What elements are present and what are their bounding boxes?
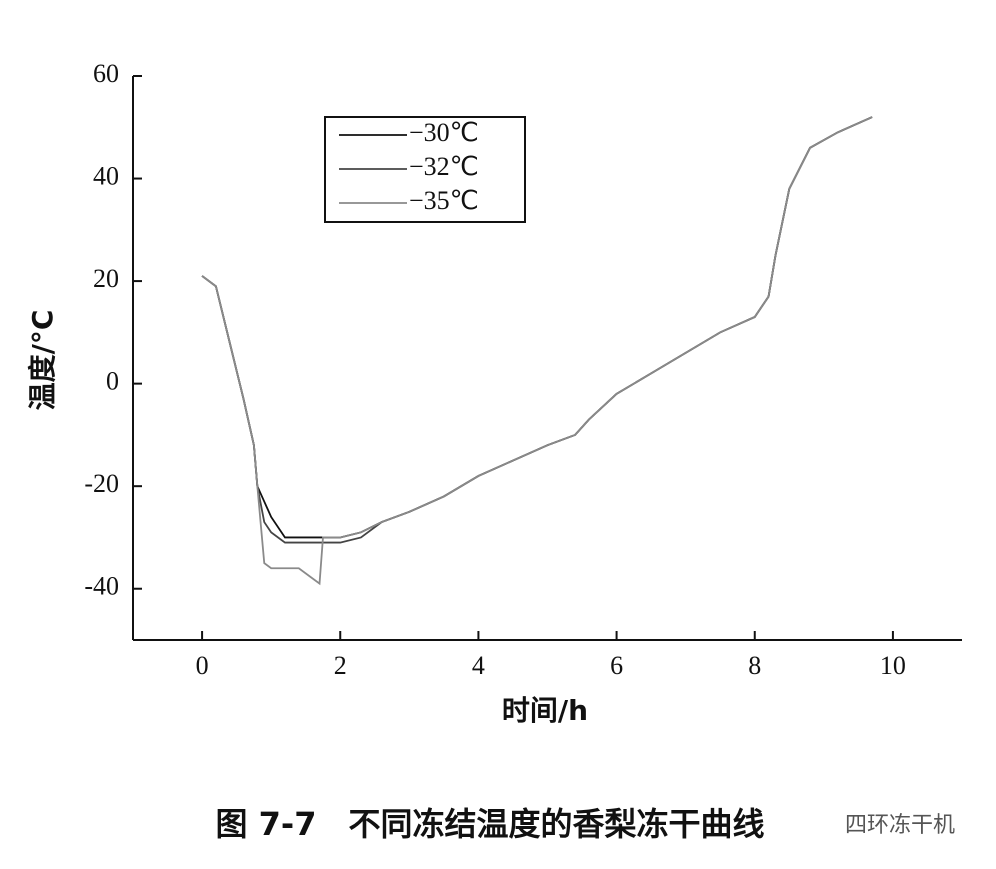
y-tick-label: 60 bbox=[93, 59, 119, 88]
x-tick-label: 4 bbox=[472, 651, 485, 680]
y-tick-label: 20 bbox=[93, 264, 119, 293]
y-tick-label: 0 bbox=[106, 367, 119, 396]
x-tick-label: 0 bbox=[196, 651, 209, 680]
series-line bbox=[201, 116, 873, 544]
series-line bbox=[201, 116, 873, 539]
x-tick-label: 10 bbox=[880, 651, 906, 680]
watermark: 四环冻干机 bbox=[845, 813, 955, 838]
series-line bbox=[201, 116, 873, 586]
chart-title: 图 7-7 不同冻结温度的香梨冻干曲线 bbox=[216, 805, 765, 843]
legend-label: −32℃ bbox=[409, 152, 479, 181]
x-axis-label: 时间/h bbox=[502, 694, 588, 727]
y-axis-label: 温度/°C bbox=[26, 310, 59, 411]
x-tick-label: 8 bbox=[748, 651, 761, 680]
legend-label: −35℃ bbox=[409, 186, 479, 215]
legend-box bbox=[324, 116, 526, 223]
y-tick-label: -40 bbox=[84, 572, 119, 601]
y-tick-label: 40 bbox=[93, 162, 119, 191]
legend-label: −30℃ bbox=[409, 118, 479, 147]
x-tick-label: 2 bbox=[334, 651, 347, 680]
y-tick-label: -20 bbox=[84, 469, 119, 498]
x-tick-label: 6 bbox=[610, 651, 623, 680]
